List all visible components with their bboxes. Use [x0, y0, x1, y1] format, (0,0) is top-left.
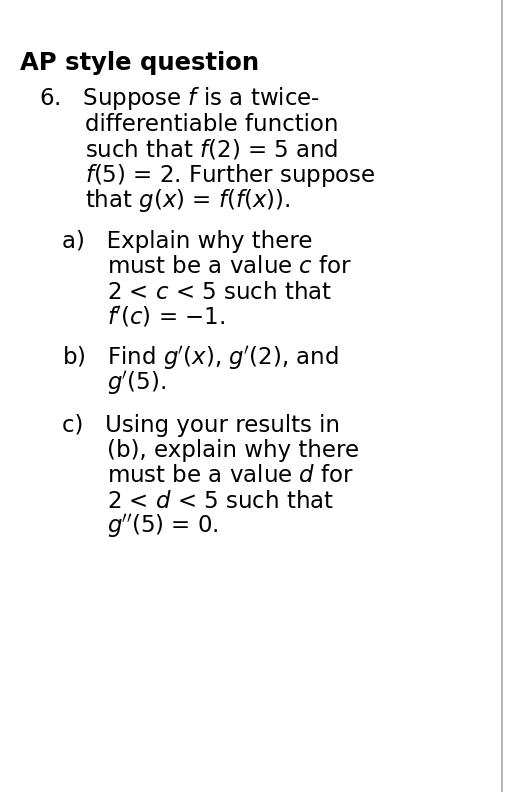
Text: $\it{g}$$''$(5) = 0.: $\it{g}$$''$(5) = 0.: [107, 512, 219, 541]
Text: differentiable function: differentiable function: [85, 112, 339, 136]
Text: 2 < $\it{c}$ < 5 such that: 2 < $\it{c}$ < 5 such that: [107, 280, 332, 304]
Text: c)   Using your results in: c) Using your results in: [62, 413, 340, 437]
Text: 2 < $\it{d}$ < 5 such that: 2 < $\it{d}$ < 5 such that: [107, 489, 334, 513]
Text: $\it{f}$(5) = 2. Further suppose: $\it{f}$(5) = 2. Further suppose: [85, 162, 376, 188]
Text: b)   Find $\it{g}$$'$($\it{x}$), $\it{g}$$'$(2), and: b) Find $\it{g}$$'$($\it{x}$), $\it{g}$$…: [62, 345, 338, 373]
Text: AP style question: AP style question: [20, 51, 259, 75]
Text: (b), explain why there: (b), explain why there: [107, 439, 359, 463]
Text: 6.   Suppose $\it{f}$ is a twice-: 6. Suppose $\it{f}$ is a twice-: [39, 86, 320, 112]
Text: must be a value $\it{d}$ for: must be a value $\it{d}$ for: [107, 464, 354, 488]
Text: must be a value $\it{c}$ for: must be a value $\it{c}$ for: [107, 255, 352, 279]
Text: $\it{f}$$'$($\it{c}$) = −1.: $\it{f}$$'$($\it{c}$) = −1.: [107, 305, 225, 330]
Text: $\it{g}$$'$(5).: $\it{g}$$'$(5).: [107, 370, 166, 398]
Text: a)   Explain why there: a) Explain why there: [62, 230, 312, 253]
Text: such that $\it{f}$(2) = 5 and: such that $\it{f}$(2) = 5 and: [85, 138, 338, 162]
Text: that $\it{g}$($\it{x}$) = $\it{f}$($\it{f}$($\it{x}$)).: that $\it{g}$($\it{x}$) = $\it{f}$($\it{…: [85, 187, 291, 214]
